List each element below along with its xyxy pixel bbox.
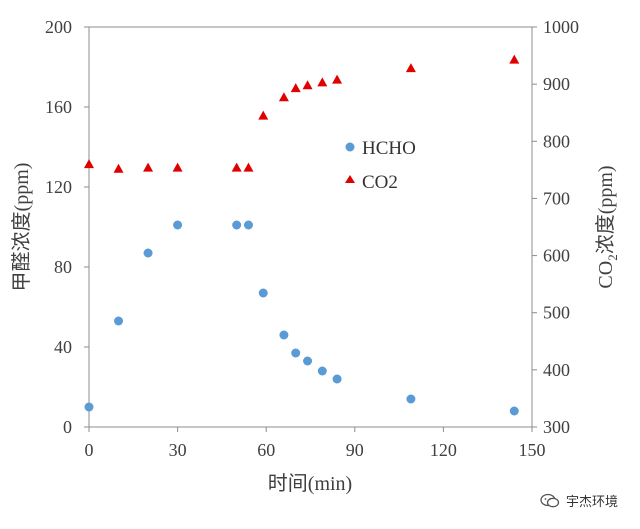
y-right-tick-label: 400 <box>543 360 570 380</box>
y-axis-right-title-sub: 2 <box>605 254 620 261</box>
y-right-tick-label: 900 <box>543 74 570 94</box>
x-axis: 0 30 60 90 120 150 <box>85 427 546 460</box>
hcho-point <box>114 316 124 326</box>
hcho-point <box>332 374 342 384</box>
y-right-tick-label: 600 <box>543 246 570 266</box>
data-marks <box>84 54 520 416</box>
y-left-tick-label: 120 <box>45 177 72 197</box>
hcho-point <box>258 288 268 298</box>
co2-point <box>113 163 124 173</box>
x-tick-label: 0 <box>85 440 94 460</box>
legend-co2-label: CO2 <box>362 172 398 193</box>
co2-point <box>317 77 328 87</box>
co2-point <box>243 162 254 172</box>
hcho-point <box>279 330 289 340</box>
y-axis-right-title-suffix: 浓度(ppm) <box>594 165 617 254</box>
legend-hcho-label: HCHO <box>362 138 416 159</box>
co2-point <box>172 162 183 172</box>
hcho-point <box>84 402 94 412</box>
y-right-tick-label: 1000 <box>543 17 579 37</box>
y-left-tick-label: 40 <box>54 337 72 357</box>
watermark-text: 宇杰环境 <box>565 495 618 510</box>
co2-point <box>143 162 154 172</box>
hcho-point <box>143 248 153 258</box>
x-tick-label: 30 <box>169 440 187 460</box>
legend-hcho-marker <box>345 142 355 152</box>
x-tick-label: 60 <box>257 440 275 460</box>
y-right-tick-label: 800 <box>543 131 570 151</box>
y-right-tick-label: 700 <box>543 188 570 208</box>
co2-point <box>258 110 269 120</box>
co2-point <box>405 63 416 73</box>
y-axis-right-title: CO2浓度(ppm) <box>594 165 620 288</box>
hcho-point <box>173 220 183 230</box>
co2-point <box>278 92 289 102</box>
y-axis-right-title-prefix: CO <box>595 261 617 289</box>
y-left-tick-label: 160 <box>45 97 72 117</box>
co2-point <box>231 162 242 172</box>
co2-point <box>332 74 343 84</box>
hcho-point <box>406 394 416 404</box>
hcho-point <box>509 406 519 416</box>
y-axis-right: 300 400 500 600 700 800 900 1000 <box>532 17 579 437</box>
hcho-point <box>317 366 327 376</box>
wechat-icon <box>540 493 560 507</box>
y-axis-left: 0 40 80 120 160 200 <box>45 17 89 437</box>
y-right-tick-label: 500 <box>543 303 570 323</box>
x-tick-label: 120 <box>430 440 457 460</box>
hcho-point <box>291 348 301 358</box>
x-axis-title: 时间(min) <box>268 472 352 495</box>
co2-point <box>509 54 520 64</box>
co2-point <box>302 80 313 90</box>
hcho-point <box>303 356 313 366</box>
y-left-tick-label: 200 <box>45 17 72 37</box>
x-tick-label: 150 <box>519 440 546 460</box>
legend-co2-marker <box>345 175 355 183</box>
y-left-tick-label: 80 <box>54 257 72 277</box>
legend: HCHO CO2 <box>345 138 416 193</box>
hcho-point <box>243 220 253 230</box>
watermark: 宇杰环境 <box>540 491 618 510</box>
x-tick-label: 90 <box>346 440 364 460</box>
hcho-point <box>232 220 242 230</box>
y-left-tick-label: 0 <box>63 417 72 437</box>
y-axis-left-title: 甲醛浓度(ppm) <box>10 163 33 292</box>
co2-point <box>84 159 94 169</box>
co2-point <box>290 83 301 93</box>
y-right-tick-label: 300 <box>543 417 570 437</box>
